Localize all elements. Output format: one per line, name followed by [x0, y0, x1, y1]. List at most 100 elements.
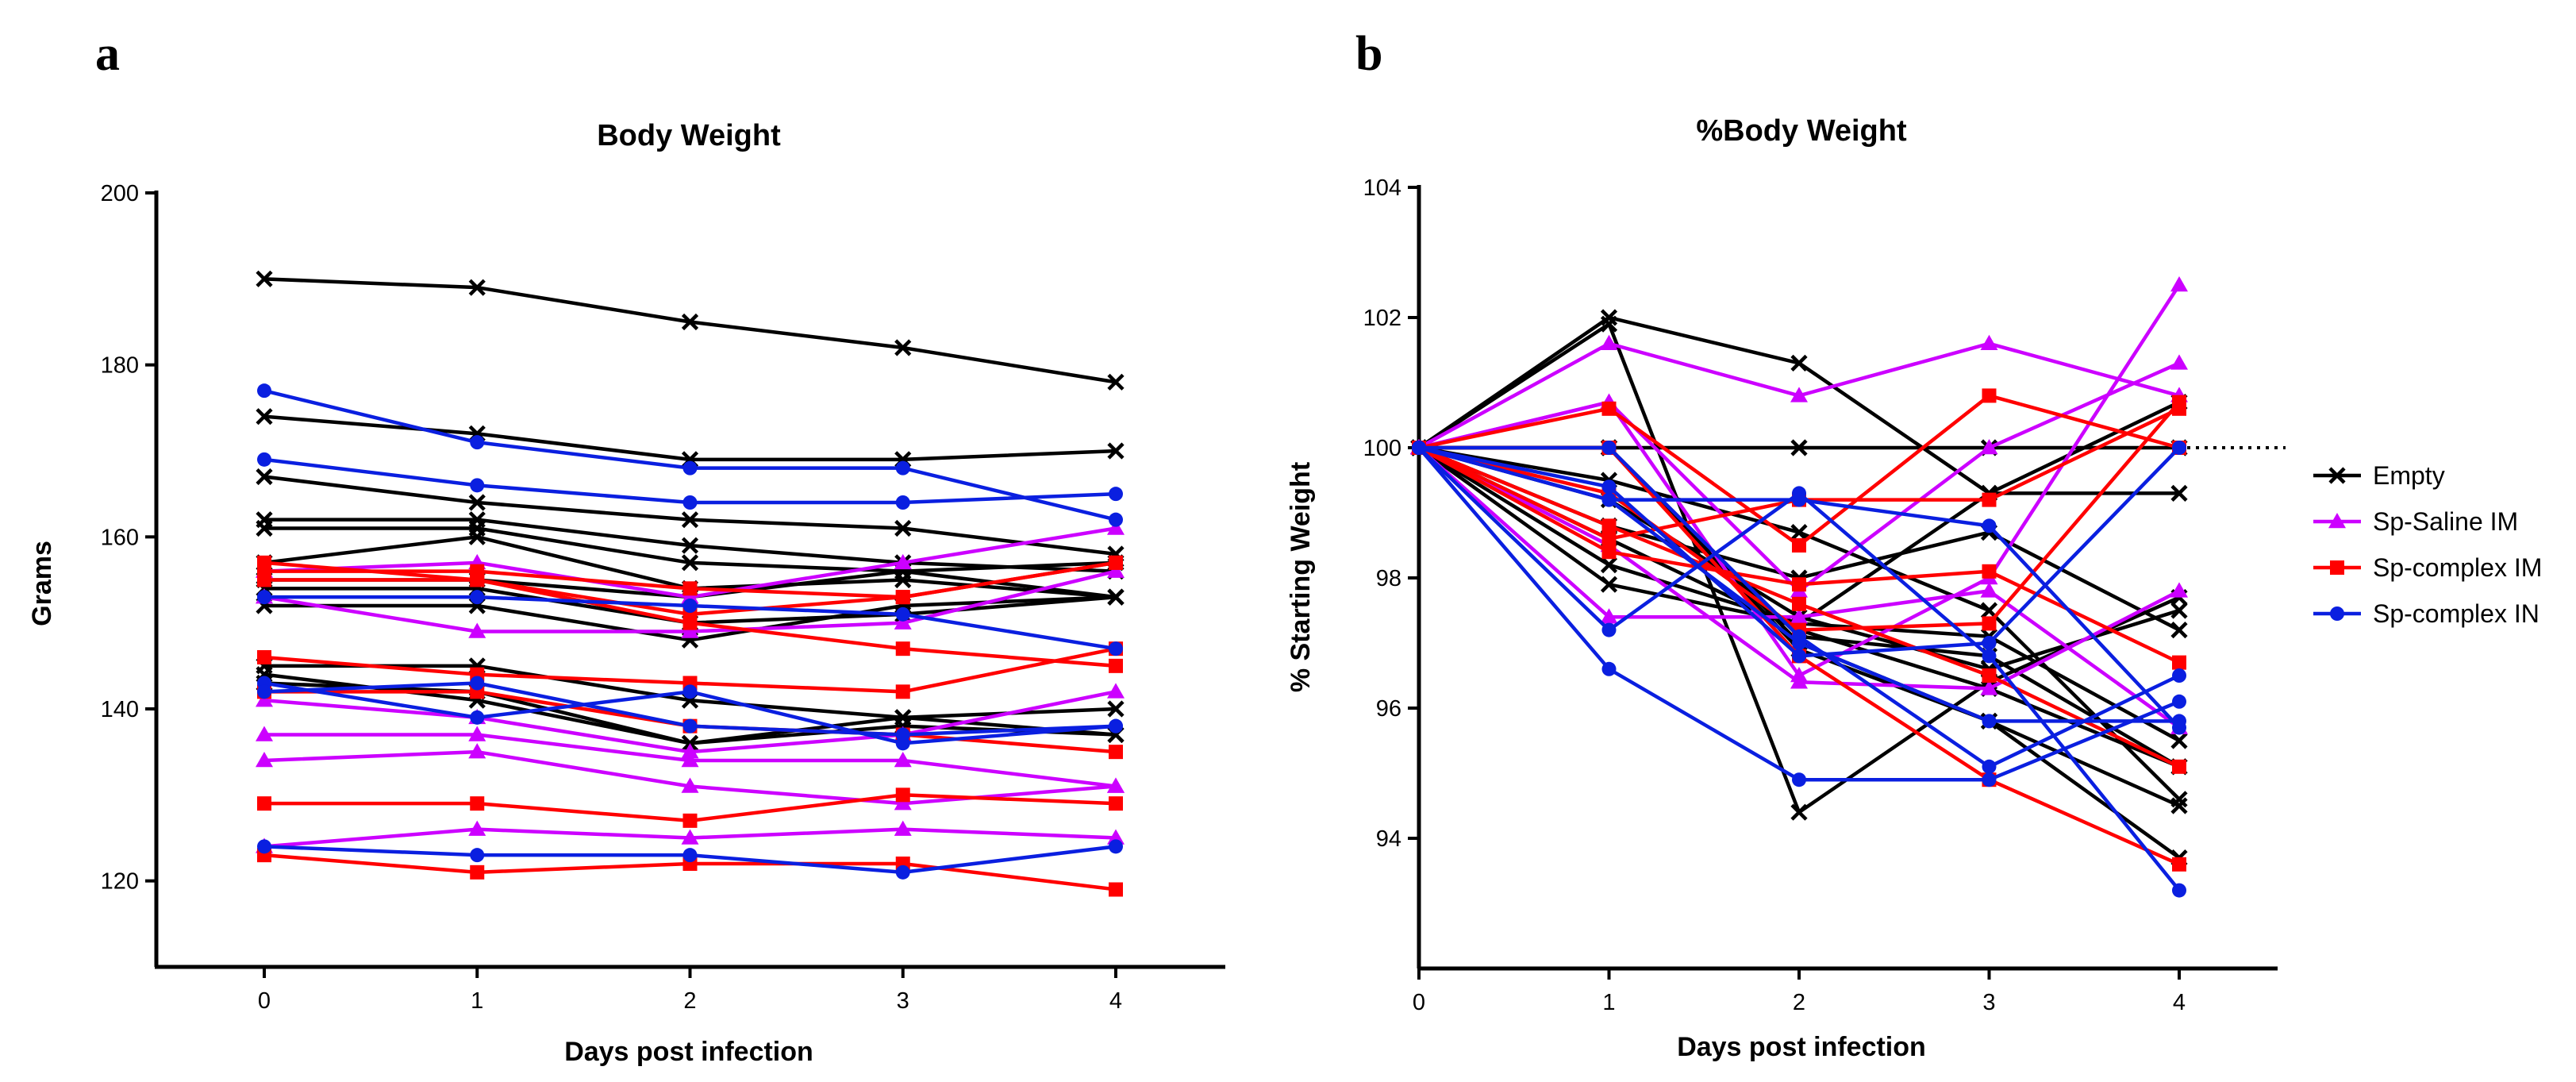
panel-a-y-tick-label: 200	[101, 181, 139, 206]
panel-b-x-tick-label: 0	[1413, 990, 1425, 1015]
panel-b-data-point	[1980, 582, 1998, 598]
panel-a-data-point	[470, 590, 485, 605]
panel-b-data-point	[1601, 661, 1617, 676]
panel-b-data-point	[2170, 622, 2188, 639]
panel-b-data-point	[1792, 596, 1806, 611]
legend-symbol	[2330, 560, 2344, 575]
panel-a-data-point	[682, 684, 698, 699]
panel-a-data-point	[256, 468, 273, 486]
panel-b-data-point	[1601, 545, 1617, 560]
panel-a-data-point	[1107, 442, 1125, 460]
panel-b-data-point	[1980, 334, 1998, 351]
panel-b-data-point	[1412, 441, 1426, 455]
panel-a-data-point	[1107, 562, 1125, 578]
panel-b-data-point	[1792, 538, 1806, 553]
panel-a-data-point	[895, 641, 910, 657]
legend-marker-sp-complex-im	[2313, 560, 2361, 575]
panel-b-data-point	[2172, 668, 2186, 683]
panel-b-data-point	[1600, 334, 1618, 351]
panel-b-label: b	[1355, 27, 1382, 81]
legend-marker-empty	[2313, 467, 2361, 484]
panel-a-data-point	[681, 537, 699, 554]
panel-a-data-point	[256, 691, 273, 707]
panel-a-data-point	[1107, 777, 1125, 793]
panel-a-y-tick-label: 180	[101, 353, 139, 379]
panel-b-data-point	[1601, 531, 1617, 546]
panel-b-series-sp-complex-in	[1412, 441, 2186, 787]
panel-b-data-point	[1792, 492, 1806, 507]
panel-b-y-tick-label: 98	[1376, 566, 1401, 591]
panel-b-y-tick-label: 104	[1363, 175, 1401, 201]
panel-a-data-point	[681, 588, 699, 604]
panel-a-data-point	[470, 848, 485, 863]
panel-b-x-tick-label: 1	[1602, 990, 1615, 1015]
panel-a-data-point	[468, 622, 486, 638]
panel-b-data-point	[1600, 576, 1618, 593]
legend: Empty Sp-Saline IM Sp-complex IM Sp-comp…	[2313, 461, 2542, 628]
panel-b-data-point	[1982, 492, 1997, 507]
panel-b-data-point	[1792, 629, 1806, 644]
panel-a-data-point	[1109, 796, 1123, 811]
legend-label-sp-saline-im: Sp-Saline IM	[2373, 507, 2518, 536]
panel-a-series-empty	[256, 588, 1125, 649]
panel-a-data-point	[256, 408, 273, 425]
panel-a-data-point	[256, 270, 273, 287]
panel-a-data-point	[470, 435, 485, 450]
panel-a-x-tick-label: 0	[258, 988, 271, 1014]
panel-a-data-point	[681, 752, 699, 768]
panel-b-data-point	[1792, 649, 1806, 664]
panel-a-data-point	[895, 460, 910, 476]
panel-a-data-point	[470, 796, 485, 811]
panel-a-data-point	[470, 864, 485, 880]
panel-a-data-point	[1109, 718, 1123, 734]
panel-a-data-point	[682, 599, 698, 613]
legend-symbol	[2328, 467, 2346, 484]
panel-a-data-point	[894, 339, 912, 356]
panel-a-data-point	[1107, 829, 1125, 845]
panel-a-series-empty	[256, 408, 1125, 468]
panel-a-data-point	[257, 452, 271, 467]
panel-b-data-point	[2170, 484, 2188, 502]
legend-label-sp-complex-in: Sp-complex IN	[2373, 599, 2539, 628]
panel-a-data-point	[257, 590, 271, 605]
panel-b-data-point	[1790, 387, 1808, 402]
panel-b-data-point	[1601, 622, 1617, 637]
panel-b-data-point	[1600, 556, 1618, 574]
panel-a-data-point	[470, 710, 485, 725]
panel-a-data-point	[1109, 658, 1123, 673]
panel-a-data-point	[1109, 839, 1123, 854]
panel-b-data-point	[1792, 772, 1806, 787]
panel-a-data-point	[256, 726, 273, 741]
panel-a-data-point	[895, 495, 910, 510]
legend-item-sp-complex-in: Sp-complex IN	[2313, 599, 2539, 628]
panel-a-data-point	[1109, 745, 1123, 760]
panel-a-data-point	[682, 615, 698, 630]
panel-a-series-sp-saline-im	[256, 562, 1125, 638]
panel-a-data-point	[682, 848, 698, 863]
panel-a-data-point	[681, 743, 699, 759]
panel-b-y-tick-label: 100	[1363, 436, 1401, 461]
panel-a-data-point	[895, 684, 910, 699]
panel-a-data-point	[681, 829, 699, 845]
panel-b-data-point	[1601, 401, 1617, 416]
panel-b-data-point	[1980, 439, 1998, 455]
panel-a-data-point	[1107, 373, 1125, 391]
panel-b-data-point	[1600, 315, 1618, 333]
panel-b-data-point	[1790, 608, 1808, 624]
panel-b-title: %Body Weight	[1696, 114, 1907, 148]
panel-b-y-tick-label: 96	[1376, 696, 1401, 722]
panel-b-data-point	[1980, 680, 1998, 695]
panel-b-data-point	[1600, 608, 1618, 624]
legend-label-empty: Empty	[2373, 461, 2445, 490]
panel-a-y-tick-label: 140	[101, 697, 139, 722]
panel-a-data-point	[681, 554, 699, 572]
panel-b-data-point	[1600, 309, 1618, 326]
panel-a-data-point	[470, 478, 485, 493]
panel-b-data-point	[1982, 668, 1997, 683]
panel-b-data-point	[2170, 582, 2188, 598]
panel-b-data-point	[1790, 354, 1808, 372]
panel-a-data-point	[1109, 487, 1123, 502]
panel-a-data-point	[468, 820, 486, 836]
panel-b-data-point	[1601, 441, 1617, 455]
